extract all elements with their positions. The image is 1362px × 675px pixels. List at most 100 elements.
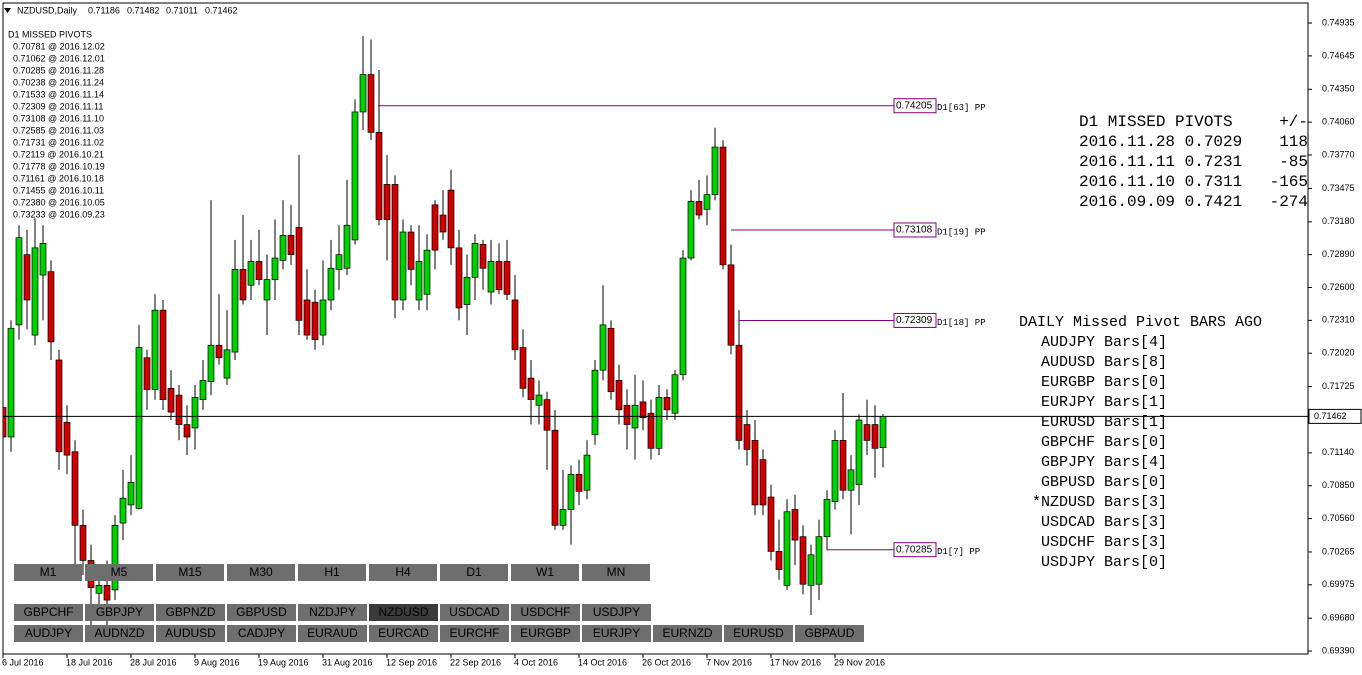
overlay: D1 MISSED PIVOTS 0.70781 @ 2016.12.02 0.71… (8, 29, 1308, 642)
candle-body (423, 249, 431, 295)
candle-body (351, 111, 359, 241)
candle-body (687, 201, 695, 259)
symbol-button[interactable] (511, 625, 580, 642)
timeframe-button[interactable] (582, 564, 650, 581)
timeframe-label: W1 (536, 565, 554, 579)
symbol-button[interactable] (724, 625, 793, 642)
symbol-button[interactable] (369, 625, 438, 642)
ohlc-open: 0.71186 (88, 5, 120, 15)
candle-body (575, 474, 583, 492)
missed-list-item: 0.70781 @ 2016.12.02 (13, 41, 105, 51)
current-price-box (1308, 408, 1362, 424)
symbol-label: EURAUD (307, 626, 358, 640)
missed-list-item: 0.71533 @ 2016.11.14 (13, 89, 104, 99)
timeframe-button[interactable] (369, 564, 437, 581)
candle-body (519, 347, 527, 389)
bars-panel-item: GBPCHF Bars[0] (1041, 434, 1167, 451)
missed-list-item: 0.72585 @ 2016.11.03 (13, 125, 104, 135)
candle-body (839, 440, 847, 491)
pivot-price-box (893, 222, 937, 238)
symbol-button[interactable] (440, 604, 509, 621)
timeframe-button[interactable] (156, 564, 224, 581)
current-price-label: 0.71462 (1314, 411, 1347, 421)
symbol-button[interactable] (369, 604, 438, 621)
candle-body (31, 247, 39, 336)
candle-body (527, 377, 535, 400)
x-tick-label: 22 Sep 2016 (450, 657, 501, 667)
timeframe-label: M15 (178, 565, 202, 579)
candle-body (663, 397, 671, 411)
bars-panel-item: USDCAD Bars[3] (1041, 514, 1167, 531)
candle-body (15, 237, 23, 326)
symbol-button[interactable] (582, 625, 651, 642)
timeframe-button[interactable] (14, 564, 82, 581)
candle-body (879, 416, 887, 448)
symbol-label: EURJPY (593, 626, 640, 640)
symbol-button[interactable] (156, 604, 225, 621)
missed-list-item: 0.73108 @ 2016.11.10 (13, 113, 104, 123)
candle-body (399, 231, 407, 301)
symbol-label: AUDUSD (165, 626, 216, 640)
missed-list-item: 0.71455 @ 2016.10.11 (13, 185, 104, 195)
symbol-button[interactable] (440, 625, 509, 642)
timeframe-button[interactable] (227, 564, 295, 581)
candle-body (855, 419, 863, 485)
symbol-button[interactable] (14, 625, 83, 642)
x-tick-label: 29 Nov 2016 (834, 657, 885, 667)
candle-body (639, 401, 647, 419)
symbol-button[interactable] (227, 604, 296, 621)
candle-body (231, 269, 239, 353)
missed-panel-title: D1 MISSED PIVOTS (1079, 113, 1233, 131)
missed-list-item: 0.71778 @ 2016.10.19 (13, 161, 105, 171)
pivot-price-box (893, 542, 937, 558)
symbol-button[interactable] (227, 625, 296, 642)
symbol-button[interactable] (156, 625, 225, 642)
timeframe-label: MN (607, 565, 626, 579)
missed-list-item: 0.72119 @ 2016.10.21 (13, 149, 104, 159)
y-tick-label: 0.72020 (1322, 348, 1355, 358)
missed-row-delta: -85 (1279, 153, 1308, 171)
symbol-button[interactable] (14, 604, 83, 621)
candle-body (255, 261, 263, 280)
symbol-label: USDJPY (593, 605, 640, 619)
y-tick-label: 0.72310 (1322, 315, 1355, 325)
symbol-button[interactable] (85, 604, 154, 621)
pivot-price-box (893, 98, 937, 114)
symbol-label: EURNZD (663, 626, 713, 640)
candle-body (431, 204, 439, 251)
timeframe-button[interactable] (298, 564, 366, 581)
y-tick-label: 0.73770 (1322, 149, 1355, 159)
pivot-price-box (893, 312, 937, 328)
timeframe-button[interactable] (511, 564, 579, 581)
candle-body (719, 146, 727, 266)
candle-body (151, 309, 159, 390)
bars-panel-item: EURUSD Bars[1] (1041, 414, 1167, 431)
timeframe-label: D1 (466, 565, 482, 579)
candle-body (759, 459, 767, 506)
timeframe-label: M5 (111, 565, 128, 579)
candle-body (727, 264, 735, 346)
symbol-button[interactable] (653, 625, 722, 642)
candle-body (239, 269, 247, 301)
candle-body (223, 349, 231, 379)
timeframe-button[interactable] (440, 564, 508, 581)
missed-row-delta: 118 (1279, 133, 1308, 151)
candle-body (271, 257, 279, 280)
bars-panel-item: GBPUSD Bars[0] (1041, 474, 1167, 491)
candle-body (111, 524, 119, 591)
symbol-button[interactable] (298, 604, 367, 621)
candle-body (815, 536, 823, 585)
symbol-button[interactable] (795, 625, 864, 642)
symbol-label: AUDNZD (95, 626, 145, 640)
symbol-button[interactable] (582, 604, 651, 621)
timeframe-button[interactable] (85, 564, 153, 581)
symbol-label: EURCHF (450, 626, 500, 640)
symbol-label: EURGBP (520, 626, 571, 640)
y-tick-label: 0.74060 (1322, 117, 1355, 127)
symbol-button[interactable] (85, 625, 154, 642)
candle-body (743, 424, 751, 450)
symbol-button[interactable] (511, 604, 580, 621)
candle-body (495, 261, 503, 291)
symbol-button[interactable] (298, 625, 367, 642)
candle-body (439, 214, 447, 233)
